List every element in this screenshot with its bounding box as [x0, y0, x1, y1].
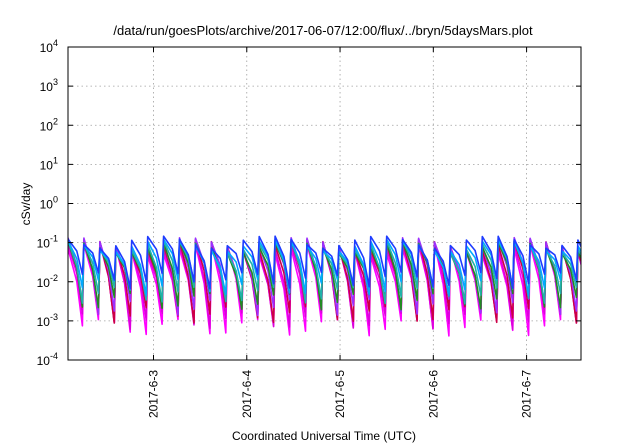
x-tick-label: 2017-6-3	[147, 370, 161, 418]
series-line	[68, 235, 581, 290]
y-tick-label: 100	[40, 195, 58, 212]
y-tick-label: 102	[40, 116, 58, 133]
y-axis: 10-4 10-3 10-2 10-1 100 101 102 103 104	[37, 38, 581, 368]
series-group	[68, 235, 581, 337]
x-tick-label: 2017-6-4	[240, 370, 254, 418]
grid	[68, 47, 581, 360]
y-tick-label: 10-3	[37, 312, 58, 329]
y-axis-label: cSv/day	[19, 183, 33, 226]
y-tick-label: 103	[40, 77, 58, 94]
x-tick-label: 2017-6-6	[426, 370, 440, 418]
series-line	[68, 240, 581, 311]
y-tick-label: 10-4	[37, 351, 58, 368]
y-tick-label: 10-2	[37, 273, 58, 290]
x-tick-label: 2017-6-7	[520, 370, 534, 418]
y-tick-label: 10-1	[37, 234, 58, 251]
x-axis-label: Coordinated Universal Time (UTC)	[232, 429, 416, 443]
y-tick-label: 101	[40, 155, 58, 172]
x-axis: 2017-6-3 2017-6-4 2017-6-5 2017-6-6 2017-6-7	[147, 47, 534, 418]
chart-title: /data/run/goesPlots/archive/2017-06-07/1…	[113, 23, 533, 38]
y-tick-label: 104	[40, 38, 58, 55]
x-tick-label: 2017-6-5	[333, 370, 347, 418]
